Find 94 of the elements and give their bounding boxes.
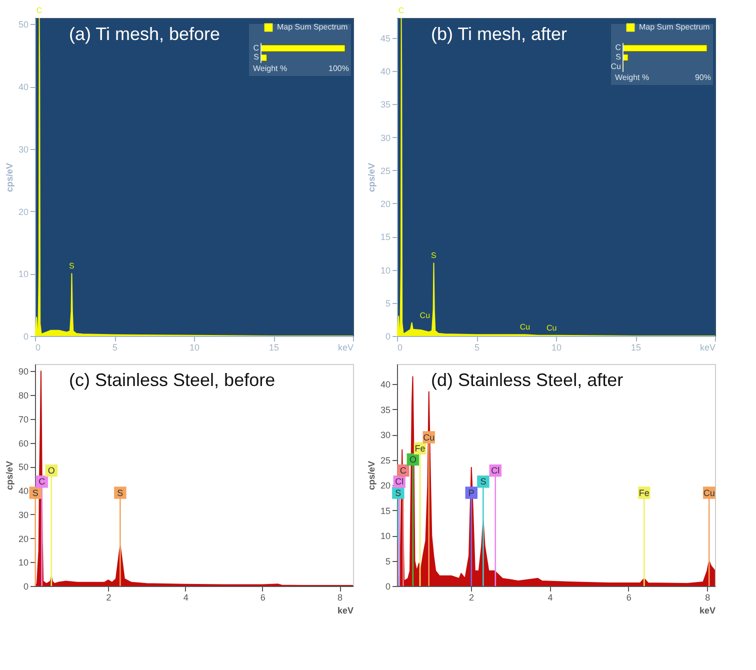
chart-title: (b) Ti mesh, after — [431, 24, 568, 44]
y-tick-label: 35 — [380, 404, 390, 415]
y-tick-label: 25 — [380, 455, 390, 466]
y-tick-label: 10 — [380, 265, 390, 276]
y-tick-label: C — [615, 43, 622, 52]
y-axis-title: cps/eV — [366, 162, 376, 192]
y-tick-label: 45 — [380, 33, 390, 44]
annotation: S — [431, 251, 436, 260]
x-tick-label: 5 — [474, 342, 480, 352]
x-tick-label: 10 — [189, 342, 200, 352]
ref-line-label: Cl — [491, 466, 500, 476]
x-axis-title: keV — [699, 606, 716, 616]
ref-line-label: S — [117, 488, 124, 498]
y-axis-title: cps/eV — [4, 162, 14, 192]
annotation: 100% — [328, 64, 349, 73]
annotation: Cu — [520, 322, 530, 332]
ref-line-label: Cu — [703, 488, 715, 498]
x-tick-label: 8 — [705, 592, 710, 602]
x-tick-label: keV — [338, 342, 354, 352]
x-axis-title: Weight % — [253, 64, 288, 73]
x-tick-label: 6 — [626, 592, 632, 602]
ref-line-label: O — [409, 454, 416, 464]
x-axis-title: keV — [337, 606, 354, 616]
y-tick-label: 30 — [18, 144, 28, 154]
y-tick-label: 40 — [18, 82, 28, 92]
annotation: Cu — [546, 323, 557, 332]
x-tick-label: 5 — [112, 342, 118, 352]
x-tick-label: 6 — [260, 592, 266, 602]
ref-line-label: Cl — [395, 476, 404, 487]
ref-line-label: Fe — [414, 443, 426, 454]
y-tick-label: 80 — [18, 390, 28, 401]
x-tick-label: 4 — [548, 592, 553, 602]
y-tick-label: 20 — [18, 206, 28, 217]
ref-line-label: C — [400, 466, 407, 476]
y-tick-label: 40 — [18, 486, 28, 496]
y-tick-label: 10 — [380, 531, 390, 542]
y-tick-label: 30 — [18, 510, 28, 520]
annotation: Cu — [420, 310, 430, 320]
y-tick-label: 50 — [18, 462, 28, 472]
ref-line-label: O — [48, 466, 55, 476]
y-tick-label: 20 — [380, 199, 390, 209]
legend-label: Map Sum Spectrum — [639, 22, 710, 32]
chart-title: (d) Stainless Steel, after — [431, 370, 624, 390]
y-tick-label: 15 — [380, 232, 390, 242]
y-tick-label: 5 — [385, 556, 390, 566]
y-tick-label: 25 — [380, 166, 390, 176]
x-tick-label: 15 — [268, 342, 280, 352]
y-tick-label: 20 — [18, 534, 28, 544]
y-tick-label: 60 — [18, 438, 28, 448]
y-tick-label: 35 — [380, 100, 390, 110]
x-tick-label: 15 — [630, 342, 642, 352]
x-tick-label: 2 — [106, 592, 112, 602]
y-tick-label: 40 — [380, 66, 390, 76]
y-tick-label: 30 — [380, 430, 390, 440]
y-tick-label: 90 — [18, 366, 28, 377]
y-tick-label: 0 — [385, 332, 390, 342]
y-tick-label: 10 — [18, 558, 28, 568]
annotation: C — [398, 6, 404, 15]
y-axis-title: cps/eV — [366, 460, 376, 490]
y-tick-label: 5 — [385, 298, 390, 308]
y-tick-label: 0 — [385, 582, 390, 592]
x-tick-label: 4 — [183, 592, 188, 602]
ref-line-label: S — [32, 488, 38, 498]
ref-line-label: P — [468, 488, 474, 498]
annotation: C — [36, 6, 42, 15]
legend-label: Map Sum Spectrum — [277, 22, 348, 32]
x-tick-label: 2 — [468, 592, 474, 602]
annotation: S — [69, 262, 74, 271]
ref-line-label: C — [38, 476, 46, 487]
x-tick-label: 0 — [398, 342, 403, 352]
ref-line-label: Cu — [423, 432, 435, 442]
y-tick-label: 0 — [23, 582, 28, 592]
ref-line-label: Fe — [638, 488, 650, 498]
y-tick-label: 30 — [380, 132, 390, 143]
y-tick-label: 0 — [23, 332, 28, 342]
x-tick-label: keV — [700, 342, 716, 352]
y-tick-label: 70 — [18, 414, 28, 424]
y-tick-label: 20 — [380, 480, 390, 491]
x-tick-label: 8 — [338, 592, 343, 602]
y-tick-label: 10 — [18, 269, 28, 280]
y-tick-label: 15 — [380, 506, 390, 516]
x-tick-label: 10 — [551, 342, 562, 352]
x-tick-label: 0 — [36, 342, 41, 352]
annotation: 90% — [694, 73, 711, 82]
ref-line-label: S — [480, 476, 486, 487]
y-tick-label: 40 — [380, 380, 390, 390]
ref-line-label: S — [395, 488, 402, 498]
y-tick-label: S — [616, 52, 621, 62]
x-axis-title: Weight % — [615, 73, 650, 82]
y-tick-label: 50 — [18, 20, 28, 30]
chart-title: (a) Ti mesh, before — [69, 24, 220, 44]
y-tick-label: Cu — [610, 62, 621, 71]
y-axis-title: cps/eV — [4, 460, 14, 490]
chart-title: (c) Stainless Steel, before — [69, 370, 276, 390]
